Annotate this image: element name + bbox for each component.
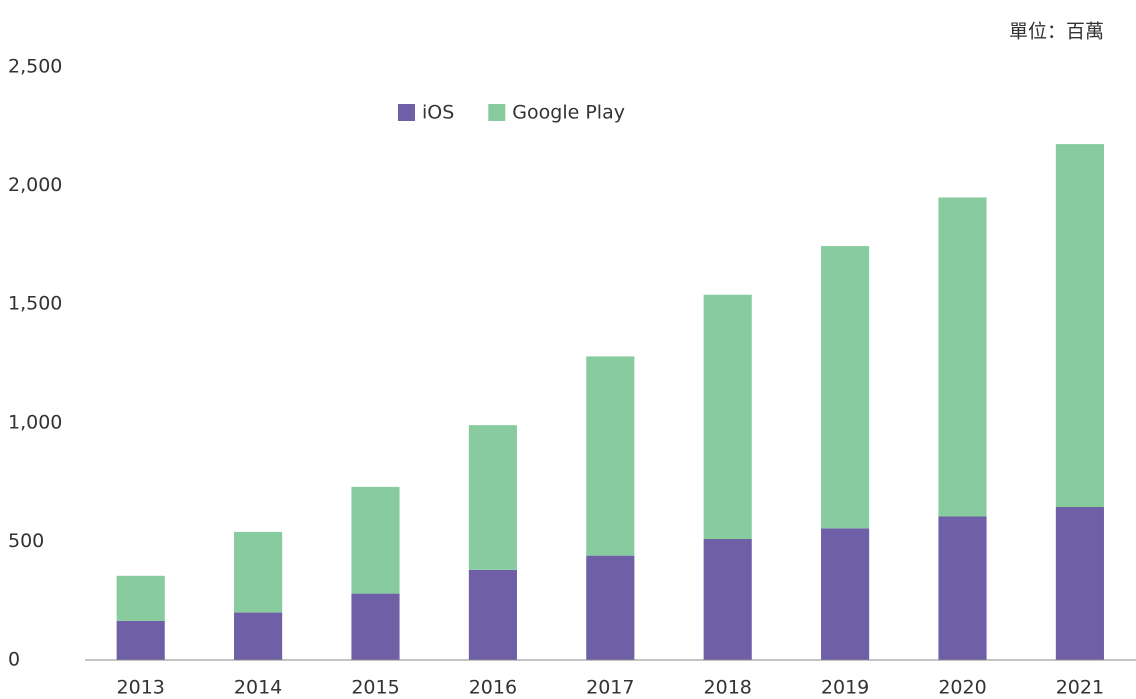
bar-segment — [234, 612, 283, 660]
bar-segment — [468, 569, 517, 660]
y-tick-label: 1,000 — [8, 411, 62, 433]
legend-swatch — [398, 104, 415, 121]
bar-segment — [351, 486, 400, 594]
bar-segment — [116, 620, 165, 660]
x-tick-label: 2021 — [1056, 677, 1104, 699]
bar-segment — [586, 356, 635, 556]
bar-segment — [938, 197, 987, 517]
bar-segment — [586, 555, 635, 660]
x-tick-label: 2019 — [821, 677, 869, 699]
x-tick-label: 2015 — [351, 677, 399, 699]
bar-segment — [938, 516, 987, 660]
bar-segment — [821, 246, 870, 529]
bar-segment — [468, 425, 517, 570]
bar-segment — [234, 531, 283, 613]
bar-segment — [1055, 507, 1104, 660]
y-tick-label: 2,500 — [8, 56, 62, 78]
x-tick-label: 2016 — [469, 677, 517, 699]
x-tick-label: 2020 — [938, 677, 986, 699]
legend-label: iOS — [422, 102, 454, 124]
x-tick-label: 2013 — [117, 677, 165, 699]
legend-swatch — [488, 104, 506, 121]
legend-label: Google Play — [512, 102, 625, 124]
y-tick-label: 2,000 — [8, 174, 62, 196]
unit-label: 單位：百萬 — [1009, 21, 1104, 43]
bar-segment — [1055, 144, 1104, 508]
bar-segment — [703, 539, 752, 660]
x-tick-label: 2014 — [234, 677, 282, 699]
y-tick-label: 1,500 — [8, 293, 62, 315]
y-tick-label: 500 — [8, 530, 44, 552]
bar-segment — [116, 575, 165, 621]
x-tick-label: 2018 — [704, 677, 752, 699]
bar-segment — [703, 294, 752, 540]
bar-segment — [351, 593, 400, 660]
x-tick-label: 2017 — [586, 677, 634, 699]
bar-segment — [821, 528, 870, 660]
y-tick-label: 0 — [8, 649, 20, 671]
